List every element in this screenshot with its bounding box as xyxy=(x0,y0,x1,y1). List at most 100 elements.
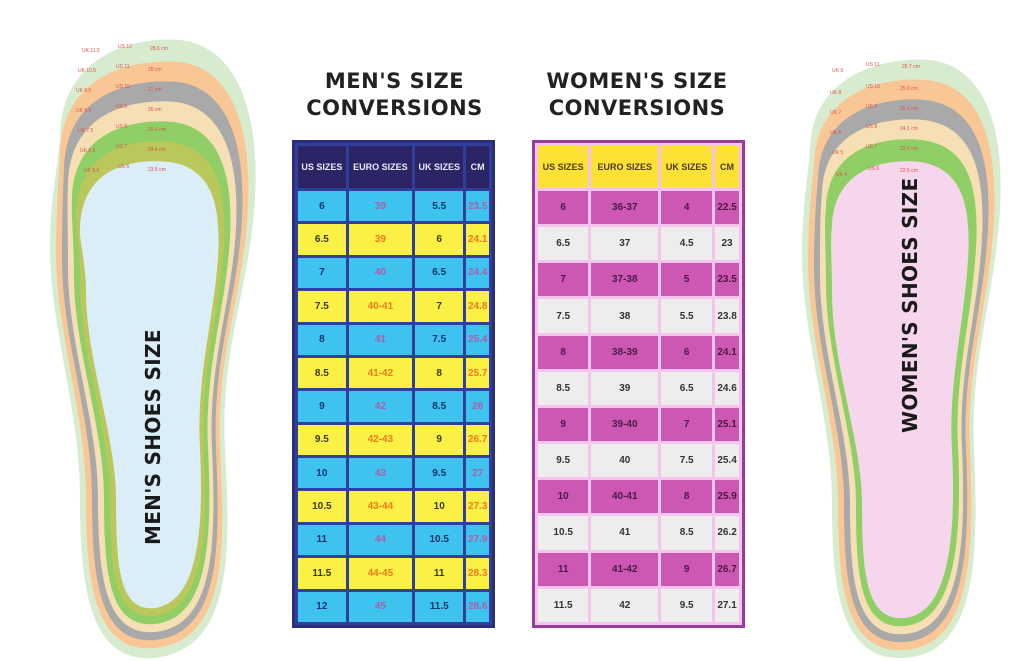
cell-us: 11.5 xyxy=(298,558,346,589)
svg-text:UK 8.5: UK 8.5 xyxy=(76,108,92,114)
svg-text:28 cm: 28 cm xyxy=(148,67,162,73)
table-row: 6 36-37 4 22.5 xyxy=(538,191,739,225)
cell-us: 11 xyxy=(538,552,589,586)
header-cm: CM xyxy=(715,146,739,188)
table-row: 10 43 9.5 27 xyxy=(298,458,489,489)
svg-text:26 cm: 26 cm xyxy=(148,107,162,113)
svg-text:25.9 cm: 25.9 cm xyxy=(900,86,918,92)
table-row: 11 44 10.5 27.9 xyxy=(298,524,489,556)
insole-stack-icon: UK 9 US 11 26.7 cm UK 8 US 10 25.9 cm UK 7 US… xyxy=(802,59,1001,659)
svg-text:23.5 cm: 23.5 cm xyxy=(900,146,918,152)
cell-cm: 26.7 xyxy=(715,552,739,586)
cell-euro: 44-45 xyxy=(348,558,413,589)
cell-us: 11.5 xyxy=(538,588,589,622)
table-header-row: US SIZES EURO SIZES UK SIZES CM xyxy=(538,146,739,188)
cell-euro: 42-43 xyxy=(348,424,413,455)
cell-cm: 26.2 xyxy=(715,516,739,550)
cell-us: 7 xyxy=(298,257,346,289)
svg-text:US 6: US 6 xyxy=(118,164,129,170)
cell-uk: 10 xyxy=(415,491,464,522)
cell-us: 10 xyxy=(538,480,589,514)
cell-cm: 25.4 xyxy=(715,444,739,478)
svg-text:UK 4: UK 4 xyxy=(836,172,847,178)
cell-cm: 25.4 xyxy=(466,324,489,355)
table-row: 9.5 42-43 9 26.7 xyxy=(298,424,489,455)
cell-us: 10.5 xyxy=(538,516,589,550)
svg-text:UK 7: UK 7 xyxy=(830,110,841,116)
cell-uk: 7.5 xyxy=(661,444,713,478)
cell-uk: 4 xyxy=(661,191,713,225)
cell-us: 7 xyxy=(538,263,589,297)
mens-title: MEN'S SIZE CONVERSIONS xyxy=(282,68,507,122)
table-row: 9 39-40 7 25.1 xyxy=(538,407,739,442)
table-row: 11.5 42 9.5 27.1 xyxy=(538,588,739,622)
svg-text:24.4 cm: 24.4 cm xyxy=(148,147,166,153)
cell-uk: 9.5 xyxy=(661,588,713,622)
header-euro: EURO SIZES xyxy=(591,146,659,188)
cell-euro: 38-39 xyxy=(591,335,659,369)
table-row: 7 40 6.5 24.4 xyxy=(298,257,489,289)
cell-uk: 11 xyxy=(415,558,464,589)
cell-us: 8.5 xyxy=(538,371,589,405)
svg-text:23.5 cm: 23.5 cm xyxy=(148,167,166,173)
cell-cm: 27.1 xyxy=(715,588,739,622)
cell-uk: 5.5 xyxy=(415,191,464,222)
svg-text:25.1 cm: 25.1 cm xyxy=(900,106,918,112)
cell-us: 12 xyxy=(298,591,346,622)
svg-text:US 6: US 6 xyxy=(868,166,879,172)
cell-us: 6.5 xyxy=(538,227,589,261)
cell-cm: 27 xyxy=(466,458,489,489)
cell-euro: 43-44 xyxy=(348,491,413,522)
cell-cm: 24.1 xyxy=(466,224,489,255)
header-cm: CM xyxy=(466,146,489,188)
cell-euro: 44 xyxy=(348,524,413,556)
cell-euro: 41 xyxy=(591,516,659,550)
cell-cm: 23.5 xyxy=(466,191,489,222)
svg-text:22.5 cm: 22.5 cm xyxy=(900,168,918,174)
cell-euro: 42 xyxy=(591,588,659,622)
table-row: 7 37-38 5 23.5 xyxy=(538,263,739,297)
cell-cm: 28.3 xyxy=(466,558,489,589)
svg-text:UK 5: UK 5 xyxy=(832,150,843,156)
cell-us: 9.5 xyxy=(538,444,589,478)
cell-euro: 39 xyxy=(348,224,413,255)
cell-euro: 42 xyxy=(348,391,413,422)
mens-insole-graphic: UK 11.5 US 12 28.6 cm UK 10.5 US 11 28 cm UK… xyxy=(20,28,270,660)
cell-euro: 45 xyxy=(348,591,413,622)
table-row: 8 38-39 6 24.1 xyxy=(538,335,739,369)
cell-euro: 38 xyxy=(591,299,659,333)
svg-text:27 cm: 27 cm xyxy=(148,87,162,93)
cell-uk: 9 xyxy=(661,552,713,586)
table-row: 6.5 39 6 24.1 xyxy=(298,224,489,255)
table-row: 8.5 41-42 8 25.7 xyxy=(298,357,489,389)
svg-text:UK 6.5: UK 6.5 xyxy=(80,148,96,154)
svg-text:US 10: US 10 xyxy=(866,84,880,90)
table-row: 9 42 8.5 26 xyxy=(298,391,489,422)
svg-text:US 7: US 7 xyxy=(116,144,127,150)
womens-insole-graphic: UK 9 US 11 26.7 cm UK 8 US 10 25.9 cm UK 7 US… xyxy=(790,48,1024,661)
table-row: 12 45 11.5 28.6 xyxy=(298,591,489,622)
cell-uk: 9 xyxy=(415,424,464,455)
cell-uk: 5.5 xyxy=(661,299,713,333)
table-row: 11 41-42 9 26.7 xyxy=(538,552,739,586)
table-row: 9.5 40 7.5 25.4 xyxy=(538,444,739,478)
svg-text:UK 10.5: UK 10.5 xyxy=(78,68,96,74)
cell-euro: 39 xyxy=(348,191,413,222)
cell-euro: 37-38 xyxy=(591,263,659,297)
womens-title-line1: WOMEN'S SIZE xyxy=(546,69,728,93)
table-row: 10.5 43-44 10 27.3 xyxy=(298,491,489,522)
svg-text:UK 6: UK 6 xyxy=(830,130,841,136)
svg-text:US 10: US 10 xyxy=(116,84,130,90)
cell-cm: 25.1 xyxy=(715,407,739,442)
table-row: 8 41 7.5 25.4 xyxy=(298,324,489,355)
cell-euro: 40 xyxy=(591,444,659,478)
svg-text:US 9: US 9 xyxy=(866,104,877,110)
cell-us: 8 xyxy=(298,324,346,355)
cell-cm: 24.8 xyxy=(466,291,489,322)
svg-text:UK 9.5: UK 9.5 xyxy=(76,88,92,94)
cell-uk: 4.5 xyxy=(661,227,713,261)
header-us: US SIZES xyxy=(538,146,589,188)
cell-cm: 23.8 xyxy=(715,299,739,333)
cell-euro: 36-37 xyxy=(591,191,659,225)
svg-text:UK 9: UK 9 xyxy=(832,68,843,74)
